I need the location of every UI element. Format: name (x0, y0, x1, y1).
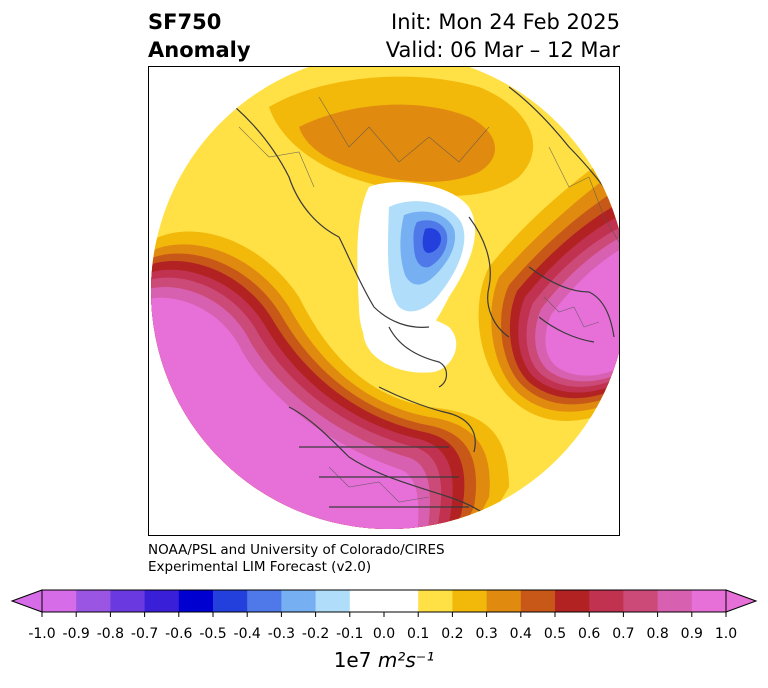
colorbar-tick-label: 0.1 (407, 626, 430, 642)
arctic-positive-core (299, 104, 496, 182)
colorbar-over-arrow (725, 589, 758, 613)
colorbar-tick-label: -0.8 (96, 626, 125, 642)
units-prefix: 1e7 (333, 648, 372, 672)
colorbar-cell (555, 590, 590, 612)
colorbar-cell (657, 590, 693, 612)
country-borders (238, 96, 619, 503)
colorbar-cell (418, 590, 453, 612)
colorbar-tick-label: 0.7 (612, 626, 635, 642)
credit-text: NOAA/PSL and University of Colorado/CIRE… (148, 542, 445, 576)
colorbar-cell (315, 590, 351, 612)
europe-positive-lobe (478, 147, 619, 421)
credit-line1: NOAA/PSL and University of Colorado/CIRE… (148, 542, 445, 558)
colorbar-cell (110, 590, 146, 612)
colorbar-tick-label: -0.1 (336, 626, 364, 642)
colorbar-tick-label: 0.9 (680, 626, 703, 642)
colorbar-tick-label: 1.0 (714, 626, 738, 642)
title-left: SF750 Anomaly (148, 8, 251, 64)
pacific-positive-lobe (151, 231, 509, 529)
colorbar-units: 1e7 m²s⁻¹ (0, 648, 768, 672)
colorbar-cell (384, 590, 419, 612)
colorbar-tick-label: -0.7 (130, 626, 159, 642)
colorbar-cell (42, 590, 77, 612)
colorbar-tick-label: -0.6 (165, 626, 193, 642)
colorbar-tick-label: 0.0 (372, 626, 396, 642)
anomaly-map-svg (151, 67, 619, 529)
colorbar (10, 589, 758, 617)
credit-line2: Experimental LIM Forecast (v2.0) (148, 559, 372, 575)
colorbar-cell (76, 590, 111, 612)
colorbar-cell (213, 590, 248, 612)
colorbar-cell (520, 590, 556, 612)
colorbar-tick-label: -0.9 (62, 626, 90, 642)
colorbar-tick-label: -0.5 (199, 626, 227, 642)
hudson-neutral-zone (363, 311, 457, 373)
colorbar-cell (144, 590, 180, 612)
colorbar-tick-label: 0.3 (475, 626, 498, 642)
colorbar-tick-label: -0.3 (267, 626, 296, 642)
colorbar-tick-label: 0.5 (543, 626, 567, 642)
colorbar-cell (452, 590, 488, 612)
colorbar-tick-label: 0.2 (441, 626, 464, 642)
colorbar-tick-label: 0.6 (578, 626, 601, 642)
colorbar-cell (247, 590, 282, 612)
valid-range: Valid: 06 Mar – 12 Mar (385, 38, 620, 62)
colorbar-cell (691, 590, 727, 612)
colorbar-cell (486, 590, 522, 612)
title-right: Init: Mon 24 Feb 2025 Valid: 06 Mar – 12… (386, 8, 620, 64)
colorbar-cells (42, 590, 727, 612)
colorbar-under-arrow (10, 589, 43, 613)
colorbar-tick-label: -1.0 (28, 626, 56, 642)
init-date: Init: Mon 24 Feb 2025 (391, 10, 620, 34)
colorbar-cell (178, 590, 214, 612)
polar-map (148, 66, 620, 536)
variable-name: SF750 (148, 10, 222, 34)
colorbar-cell (281, 590, 317, 612)
colorbar-tick-label: -0.2 (301, 626, 330, 642)
colorbar-tick-label: 0.8 (646, 626, 669, 642)
variable-type: Anomaly (148, 38, 251, 62)
colorbar-tick-label: 0.4 (509, 626, 532, 642)
units-value: m²s⁻¹ (377, 648, 435, 672)
colorbar-tick-label: -0.4 (233, 626, 261, 642)
colorbar-cell (623, 590, 659, 612)
colorbar-cell (349, 590, 385, 612)
colorbar-ticks (41, 612, 727, 617)
colorbar-cell (589, 590, 624, 612)
